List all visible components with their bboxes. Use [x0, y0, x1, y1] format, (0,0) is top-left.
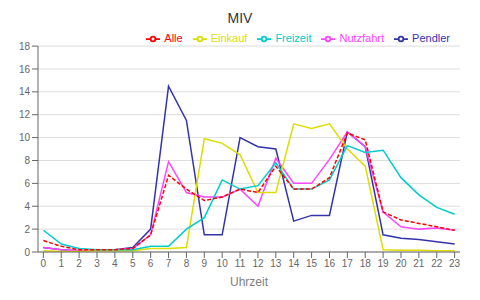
svg-text:0: 0 — [24, 247, 30, 258]
svg-text:3: 3 — [94, 258, 100, 269]
svg-text:9: 9 — [202, 258, 208, 269]
svg-text:22: 22 — [431, 258, 443, 269]
svg-text:4: 4 — [24, 201, 30, 212]
html-text:Nutzfahrt: Nutzfahrt — [339, 32, 385, 44]
svg-text:20: 20 — [395, 258, 407, 269]
svg-text:17: 17 — [342, 258, 354, 269]
svg-text:Uhrzeit: Uhrzeit — [230, 275, 269, 289]
svg-text:5: 5 — [130, 258, 136, 269]
svg-text:16: 16 — [324, 258, 336, 269]
svg-text:0: 0 — [41, 258, 47, 269]
html-text:Freizeit: Freizeit — [275, 32, 312, 44]
html-text:Einkauf: Einkauf — [210, 32, 248, 44]
svg-text:8: 8 — [184, 258, 190, 269]
svg-text:12: 12 — [252, 258, 264, 269]
html-text:MIV: MIV — [227, 10, 253, 26]
svg-text:18: 18 — [360, 258, 372, 269]
svg-text:6: 6 — [148, 258, 154, 269]
svg-text:18: 18 — [19, 41, 31, 52]
svg-text:7: 7 — [166, 258, 172, 269]
svg-text:2: 2 — [24, 224, 30, 235]
svg-text:14: 14 — [19, 86, 31, 97]
svg-text:19: 19 — [378, 258, 390, 269]
svg-text:14: 14 — [288, 258, 300, 269]
svg-text:21: 21 — [413, 258, 425, 269]
svg-text:10: 10 — [217, 258, 229, 269]
html-text:Pendler: Pendler — [412, 32, 450, 44]
svg-text:1: 1 — [58, 258, 64, 269]
svg-text:12: 12 — [19, 109, 31, 120]
svg-text:13: 13 — [270, 258, 282, 269]
svg-text:16: 16 — [19, 64, 31, 75]
html-text:Alle: Alle — [164, 32, 183, 44]
svg-text:4: 4 — [112, 258, 118, 269]
svg-text:2: 2 — [76, 258, 82, 269]
svg-text:23: 23 — [449, 258, 461, 269]
svg-text:15: 15 — [306, 258, 318, 269]
svg-text:6: 6 — [24, 178, 30, 189]
svg-text:8: 8 — [24, 155, 30, 166]
svg-text:11: 11 — [235, 258, 246, 269]
svg-text:10: 10 — [19, 132, 31, 143]
